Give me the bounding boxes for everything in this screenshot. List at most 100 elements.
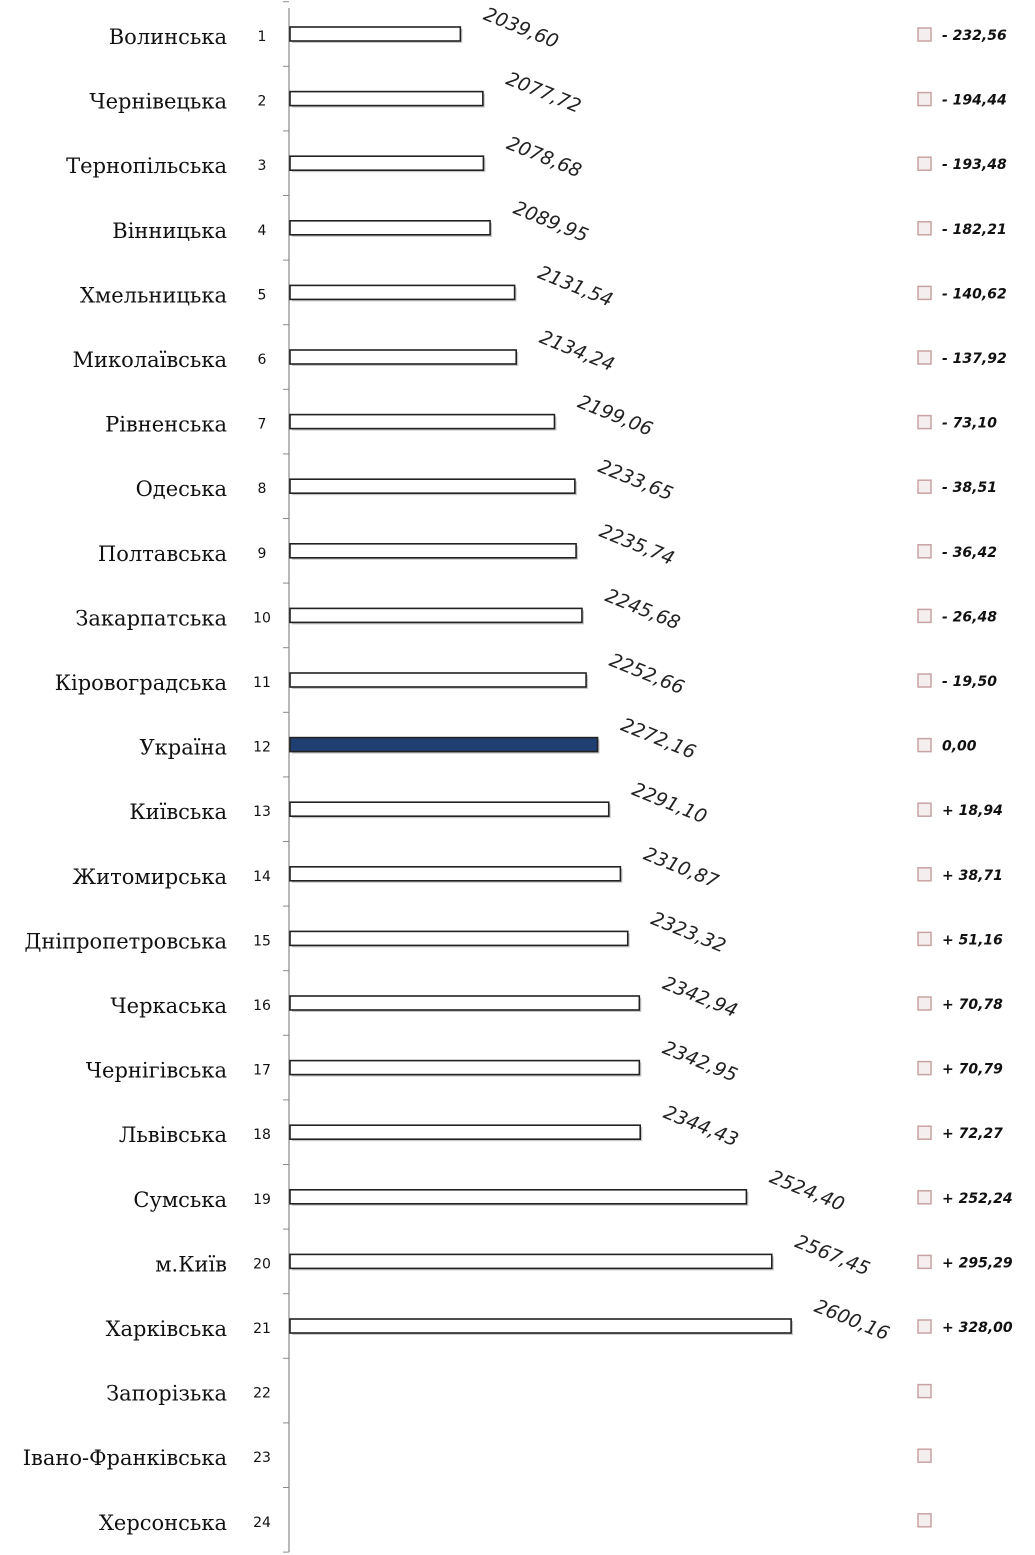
- chart-row: Полтавська 9 2235,74 - 36,42: [98, 520, 997, 570]
- chart-row: Тернопільська 3 2078,68 - 193,48: [66, 132, 1007, 182]
- bar-highlight: [289, 736, 599, 753]
- rank-label: 20: [253, 1256, 271, 1272]
- difference-marker: [917, 931, 932, 947]
- bar: [289, 90, 484, 107]
- chart-row: Харківська 21 2600,16 + 328,00: [106, 1295, 1013, 1345]
- value-label: 2039,60: [480, 3, 561, 53]
- chart-row: Львівська 18 2344,43 + 72,27: [119, 1101, 1003, 1151]
- bar: [289, 220, 491, 236]
- value-label: 2342,95: [659, 1037, 740, 1087]
- difference-label: - 182,21: [942, 222, 1007, 238]
- category-label: Хмельницька: [80, 283, 227, 307]
- category-label: Харківська: [106, 1317, 227, 1341]
- chart-row: Кіровоградська 11 2252,66 - 19,50: [55, 649, 997, 699]
- rank-label: 16: [253, 998, 271, 1014]
- difference-label: - 36,42: [942, 545, 997, 561]
- chart-row: Житомирська 14 2310,87 + 38,71: [73, 843, 1003, 893]
- difference-marker: [917, 1319, 932, 1334]
- difference-label: - 73,10: [942, 416, 997, 432]
- bar: [289, 1318, 792, 1334]
- chart-row: Вінницька 4 2089,95 - 182,21: [112, 197, 1006, 247]
- rank-label: 23: [253, 1450, 271, 1466]
- chart-row: м.Київ 20 2567,45 + 295,29: [155, 1231, 1013, 1281]
- difference-marker: [917, 673, 932, 688]
- rank-label: 19: [253, 1192, 271, 1208]
- rank-label: 12: [253, 740, 271, 756]
- difference-marker: [917, 1513, 932, 1528]
- difference-label: + 328,00: [942, 1320, 1013, 1336]
- value-label: 2245,68: [602, 585, 683, 635]
- category-label: Рівненська: [105, 413, 227, 437]
- category-label: Львівська: [119, 1123, 227, 1147]
- rank-label: 18: [253, 1127, 271, 1143]
- chart-row: Чернігівська 17 2342,95 + 70,79: [86, 1037, 1003, 1087]
- difference-marker: [917, 1060, 932, 1076]
- difference-marker: [917, 479, 932, 494]
- difference-marker: [917, 867, 932, 882]
- bar: [289, 995, 641, 1011]
- category-label: Сумська: [133, 1188, 227, 1212]
- bar: [289, 607, 583, 624]
- difference-marker: [917, 27, 932, 42]
- chart-row: Волинська 1 2039,60 - 232,56: [109, 3, 1007, 53]
- category-label: Кіровоградська: [55, 671, 227, 695]
- category-label: Вінницька: [112, 219, 227, 243]
- rank-label: 4: [258, 223, 267, 239]
- category-label: Івано-Франківська: [23, 1446, 227, 1470]
- chart-row: Київська 13 2291,10 + 18,94: [129, 778, 1003, 828]
- difference-label: - 26,48: [942, 609, 997, 625]
- difference-label: + 70,78: [942, 997, 1003, 1013]
- difference-label: + 51,16: [942, 932, 1003, 948]
- category-label: Тернопільська: [66, 154, 227, 178]
- value-label: 2131,54: [535, 262, 616, 312]
- bar: [289, 801, 610, 818]
- difference-label: - 140,62: [942, 286, 1007, 302]
- rank-label: 14: [253, 869, 271, 885]
- bar: [289, 349, 518, 365]
- bar: [289, 1189, 748, 1205]
- value-label: 2089,95: [510, 197, 591, 247]
- bar: [289, 1059, 641, 1076]
- difference-marker: [917, 1383, 932, 1399]
- rank-label: 8: [258, 481, 267, 497]
- difference-label: - 194,44: [942, 93, 1007, 109]
- value-label: 2600,16: [811, 1295, 892, 1345]
- category-label: Запорізька: [106, 1382, 227, 1406]
- chart-row: Дніпропетровська 15 2323,32 + 51,16: [24, 908, 1003, 958]
- category-label: Закарпатська: [75, 606, 227, 630]
- category-label: Чернігівська: [86, 1059, 227, 1083]
- difference-marker: [917, 91, 932, 107]
- difference-label: - 137,92: [942, 351, 1007, 367]
- value-label: 2310,87: [641, 843, 722, 893]
- difference-marker: [917, 350, 932, 365]
- chart-row: Рівненська 7 2199,06 - 73,10: [105, 391, 997, 441]
- rank-label: 21: [253, 1321, 271, 1337]
- bar: [289, 155, 485, 171]
- difference-marker: [917, 1254, 932, 1270]
- value-label: 2252,66: [606, 649, 687, 699]
- bar: [289, 26, 462, 42]
- value-label: 2567,45: [792, 1231, 873, 1281]
- rank-label: 3: [258, 158, 267, 174]
- value-label: 2524,40: [767, 1166, 848, 1216]
- difference-label: 0,00: [942, 739, 977, 755]
- axis-ticks: [283, 1, 289, 1553]
- category-label: Полтавська: [98, 542, 227, 566]
- chart-row: Херсонська 24: [99, 1511, 932, 1535]
- chart-row: Хмельницька 5 2131,54 - 140,62: [80, 262, 1007, 312]
- chart-row: Черкаська 16 2342,94 + 70,78: [110, 972, 1003, 1022]
- value-label: 2323,32: [648, 908, 729, 958]
- value-label: 2291,10: [629, 778, 710, 828]
- bar: [289, 284, 516, 301]
- category-label: Миколаївська: [72, 348, 227, 372]
- rank-label: 22: [253, 1386, 271, 1402]
- rank-label: 5: [258, 287, 267, 303]
- chart-row: Одеська 8 2233,65 - 38,51: [136, 455, 997, 505]
- category-label: Київська: [129, 800, 227, 824]
- value-label: 2077,72: [503, 68, 584, 118]
- chart-row: Миколаївська 6 2134,24 - 137,92: [72, 326, 1006, 376]
- value-label: 2134,24: [536, 326, 617, 376]
- value-label: 2235,74: [596, 520, 677, 570]
- difference-marker: [917, 414, 932, 430]
